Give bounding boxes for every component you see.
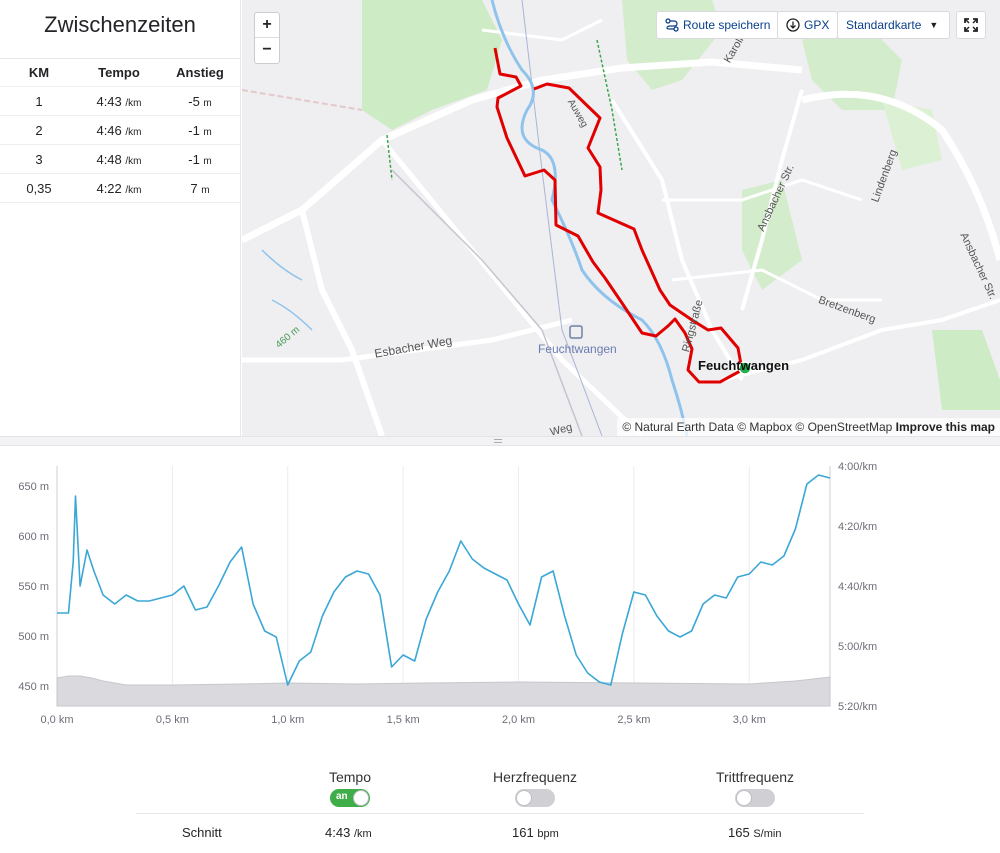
hr-label: Herzfrequenz <box>492 769 578 785</box>
split-tempo: 4:46 /km <box>96 122 142 138</box>
attribution-text[interactable]: © Natural Earth Data © Mapbox © OpenStre… <box>622 420 893 434</box>
chart-controls: Tempo an Herzfrequenz Trittfrequenz Schn… <box>0 765 1000 853</box>
split-climb: -5 m <box>188 93 212 109</box>
cadence-label: Trittfrequenz <box>715 769 795 785</box>
elevation-area <box>56 675 831 707</box>
split-climb: -1 m <box>188 122 212 138</box>
zoom-control: + − <box>254 12 280 64</box>
tempo-control: Tempo an <box>270 769 430 812</box>
average-hr: 161 bpm <box>512 825 559 840</box>
grip-icon <box>494 439 502 443</box>
tempo-toggle[interactable]: an <box>330 789 370 807</box>
caret-down-icon: ▼ <box>929 20 939 30</box>
panel-resize-handle[interactable] <box>0 436 1000 446</box>
map-river <box>490 0 689 436</box>
split-tempo: 4:43 /km <box>96 93 142 109</box>
x-tick-label: 1,5 km <box>387 714 420 725</box>
x-tick-label: 0,5 km <box>156 714 189 725</box>
average-cadence: 165 S/min <box>728 825 782 840</box>
map-label-town: Feuchtwangen <box>698 358 790 373</box>
split-row: 2 4:46 /km -1 m <box>0 116 240 145</box>
y-left-tick-label: 600 m <box>18 531 49 543</box>
map-park-area <box>362 0 502 130</box>
header-climb: Anstieg <box>176 65 224 80</box>
cadence-control: Trittfrequenz <box>675 769 835 812</box>
average-tempo: 4:43 /km <box>325 825 372 840</box>
splits-title: Zwischenzeiten <box>44 12 196 37</box>
y-right-tick-label: 4:20/km <box>838 521 877 533</box>
fullscreen-icon <box>964 18 978 32</box>
header-km: KM <box>28 65 50 80</box>
split-row: 1 4:43 /km -5 m <box>0 87 240 116</box>
split-tempo: 4:22 /km <box>96 180 142 196</box>
gpx-label: GPX <box>804 18 830 32</box>
route-end-marker <box>738 361 752 375</box>
fullscreen-button[interactable] <box>956 11 986 39</box>
split-km: 1 <box>35 93 43 109</box>
route-icon <box>665 18 679 32</box>
cadence-toggle[interactable] <box>735 789 775 807</box>
x-tick-label: 0,0 km <box>40 714 73 725</box>
download-icon <box>786 18 800 32</box>
y-right-tick-label: 4:40/km <box>838 581 877 593</box>
split-km: 3 <box>35 151 43 167</box>
y-left-tick-label: 550 m <box>18 581 49 593</box>
save-route-button[interactable]: Route speichern <box>656 11 780 39</box>
average-label: Schnitt <box>182 825 222 840</box>
map-park-area <box>802 20 902 110</box>
split-row: 0,35 4:22 /km 7 m <box>0 174 240 203</box>
y-left-tick-label: 500 m <box>18 631 49 643</box>
map-park-area <box>932 330 1000 410</box>
header-tempo: Tempo <box>98 65 140 80</box>
x-tick-label: 2,0 km <box>502 714 535 725</box>
elevation-pace-chart[interactable]: 0,0 km 0,5 km 1,0 km 1,5 km 2,0 km 2,5 km 3,0 … <box>0 450 1000 725</box>
hr-control: Herzfrequenz <box>455 769 615 812</box>
route-line <box>493 47 744 384</box>
tempo-label: Tempo <box>328 769 372 785</box>
y-left-tick-label: 450 m <box>18 681 49 693</box>
y-left-tick-label: 650 m <box>18 481 49 493</box>
x-tick-label: 2,5 km <box>617 714 650 725</box>
split-tempo: 4:48 /km <box>96 151 142 167</box>
x-tick-label: 1,0 km <box>271 714 304 725</box>
split-climb: -1 m <box>188 151 212 167</box>
save-route-label: Route speichern <box>683 18 771 32</box>
map-style-select[interactable]: Standardkarte ▼ <box>837 11 950 39</box>
splits-header-row: KM Tempo Anstieg <box>0 58 240 87</box>
gpx-button[interactable]: GPX <box>777 11 839 39</box>
tempo-toggle-state: an <box>336 791 348 802</box>
split-km: 2 <box>35 122 43 138</box>
train-station-icon <box>569 325 583 339</box>
improve-map-link[interactable]: Improve this map <box>895 420 995 434</box>
route-map[interactable]: Feuchtwangen Feuchtwangen Esbacher Weg A… <box>242 0 1000 436</box>
map-label-station: Feuchtwangen <box>538 342 617 356</box>
map-basemap <box>242 0 1000 436</box>
map-style-label: Standardkarte <box>846 18 922 32</box>
split-km: 0,35 <box>26 180 52 196</box>
pace-line <box>57 474 831 686</box>
hr-toggle[interactable] <box>515 789 555 807</box>
split-row: 3 4:48 /km -1 m <box>0 145 240 174</box>
y-right-tick-label: 5:20/km <box>838 701 877 713</box>
splits-panel: Zwischenzeiten KM Tempo Anstieg 1 4:43 /… <box>0 0 241 436</box>
x-tick-label: 3,0 km <box>733 714 766 725</box>
y-right-tick-label: 4:00/km <box>838 461 877 473</box>
zoom-out-button[interactable]: − <box>262 41 272 58</box>
zoom-in-button[interactable]: + <box>255 13 279 38</box>
map-attribution: © Natural Earth Data © Mapbox © OpenStre… <box>617 418 1000 436</box>
y-right-tick-label: 5:00/km <box>838 641 877 653</box>
split-climb: 7 m <box>190 180 210 196</box>
